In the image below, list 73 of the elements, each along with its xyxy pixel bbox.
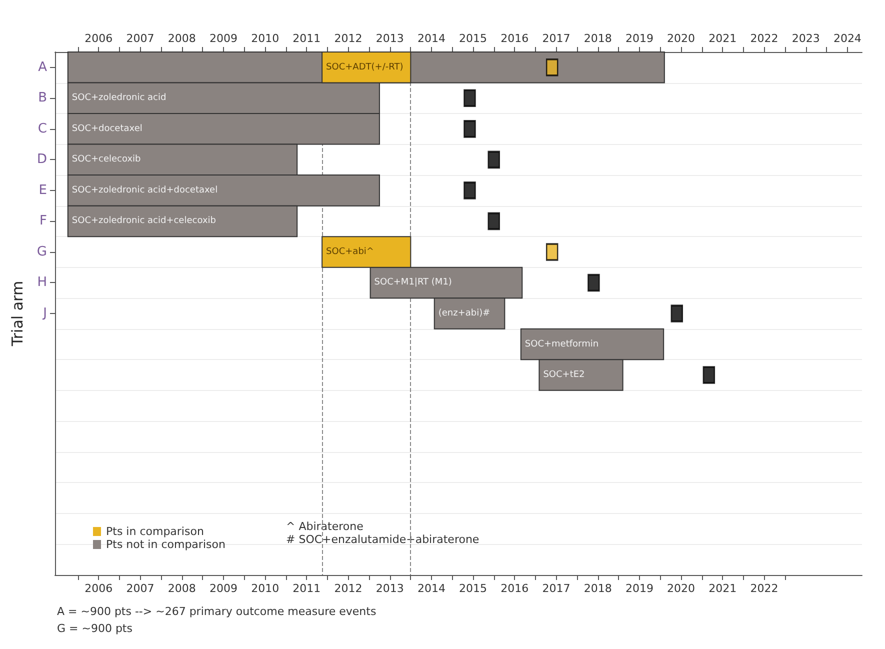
data-label: SOC+zoledronic acid+docetaxel xyxy=(72,185,218,196)
point xyxy=(488,212,500,230)
x2-tick-label: 2017 xyxy=(542,32,570,45)
x-tick-label: 2020 xyxy=(667,582,696,595)
point xyxy=(463,89,476,107)
y-axis-title: Trial arm xyxy=(8,280,26,348)
x2-tick-label: 2021 xyxy=(708,32,737,45)
y-tick-label: B xyxy=(38,90,47,106)
data-label: SOC+docetaxel xyxy=(72,124,142,134)
text: G = ~900 pts xyxy=(57,622,133,635)
x2-tick-label: 2008 xyxy=(168,32,196,45)
x-tick-label: 2018 xyxy=(584,582,612,595)
y-tick-label: H xyxy=(37,275,47,290)
x-tick-label: 2006 xyxy=(84,582,113,595)
point xyxy=(463,182,476,200)
point xyxy=(587,274,600,292)
x-tick-label: 2021 xyxy=(708,582,737,595)
y-tick-label: G xyxy=(36,244,47,260)
data-label: SOC+tE2 xyxy=(543,370,585,380)
data-label: (enz+abi)# xyxy=(438,308,490,318)
x2-tick-label: 2023 xyxy=(792,32,820,45)
point xyxy=(670,304,684,322)
point xyxy=(702,366,716,384)
annotation: # SOC+enzalutamide+abiraterone xyxy=(286,533,480,546)
y-tick-label: J xyxy=(42,306,47,321)
point xyxy=(546,58,558,76)
data-label: SOC+celecoxib xyxy=(72,154,142,165)
x-tick-label: 2011 xyxy=(292,582,321,595)
point xyxy=(463,120,476,138)
data-label: SOC+abi^ xyxy=(326,246,374,257)
x2-tick-label: 2007 xyxy=(126,32,154,45)
x2-tick-label: 2020 xyxy=(667,32,696,45)
y-tick-label: C xyxy=(38,121,47,136)
x2-tick-label: 2013 xyxy=(376,32,404,45)
x2-tick-label: 2022 xyxy=(750,32,778,45)
y-tick-label: A xyxy=(38,60,48,75)
data-label: SOC+metformin xyxy=(524,339,599,350)
x2-tick-label: 2015 xyxy=(459,32,488,45)
y-tick-label: E xyxy=(38,182,47,198)
x2-tick-label: 2010 xyxy=(251,32,280,45)
y-tick-label: F xyxy=(40,214,47,229)
y-tick-label: D xyxy=(36,152,47,168)
legend-label: Pts not in comparison xyxy=(106,538,226,551)
x-tick-label: 2022 xyxy=(750,582,778,595)
point xyxy=(488,150,500,168)
x-tick-label: 2012 xyxy=(334,582,362,595)
x2-tick-label: 2016 xyxy=(500,32,529,45)
x2-tick-label: 2024 xyxy=(833,32,862,45)
data-label: SOC+zoledronic acid xyxy=(72,93,166,104)
data-label: SOC+zoledronic acid+celecoxib xyxy=(72,216,216,226)
data-label: SOC+M1|RT (M1) xyxy=(374,278,452,288)
point xyxy=(546,243,558,261)
x-tick-label: 2014 xyxy=(417,582,446,595)
x-tick-label: 2015 xyxy=(459,582,488,595)
x2-tick-label: 2019 xyxy=(625,32,654,45)
x2-tick-label: 2006 xyxy=(84,32,113,45)
x-tick-label: 2009 xyxy=(209,582,238,595)
annotation: ^ Abiraterone xyxy=(286,520,364,533)
x-tick-label: 2010 xyxy=(251,582,280,595)
x2-tick-label: 2009 xyxy=(209,32,238,45)
data-label: SOC+ADT(+/-RT) xyxy=(326,62,404,72)
x2-tick-label: 2012 xyxy=(334,32,362,45)
x-tick-label: 2008 xyxy=(168,582,196,595)
x-tick-label: 2019 xyxy=(625,582,654,595)
legend-label: Pts in comparison xyxy=(106,525,204,538)
x2-tick-label: 2014 xyxy=(417,32,446,45)
x-tick-label: 2013 xyxy=(376,582,404,595)
x-tick-label: 2017 xyxy=(542,582,570,595)
x-tick-label: 2016 xyxy=(500,582,529,595)
text: A = ~900 pts --> ~267 primary outcome measure events xyxy=(57,605,376,618)
x2-tick-label: 2011 xyxy=(292,32,321,45)
x-tick-label: 2007 xyxy=(126,582,154,595)
x2-tick-label: 2018 xyxy=(584,32,612,45)
